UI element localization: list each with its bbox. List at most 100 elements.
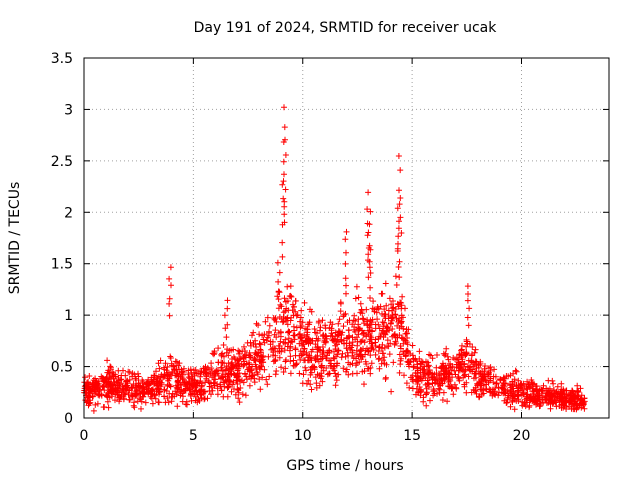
data-point [344,349,351,356]
data-point [251,379,258,386]
data-point [515,377,522,384]
data-point [396,258,403,265]
data-point [355,321,362,328]
data-point [311,363,318,370]
data-point [240,355,247,362]
data-point [431,371,438,378]
data-point [343,290,349,297]
data-point [409,372,416,379]
data-point [297,318,303,325]
data-point [295,331,302,338]
data-point [530,391,537,398]
data-point [143,380,150,387]
data-point [383,302,390,309]
data-point [266,373,273,380]
data-point [315,319,322,326]
data-point [521,399,528,406]
data-point [467,367,474,374]
data-point [285,328,292,335]
data-point [369,316,376,323]
data-point [513,368,520,375]
data-point [386,295,393,302]
data-point [394,300,401,307]
data-point [473,390,480,397]
data-point [491,366,498,373]
data-point [220,342,227,348]
data-point [167,383,174,390]
data-point [509,383,516,390]
data-point [331,363,338,369]
data-point [365,347,372,354]
data-point [328,330,335,337]
data-point [471,349,478,356]
data-point [417,386,424,393]
data-point [372,325,379,332]
data-point [297,356,304,363]
data-point [421,367,428,374]
data-point [511,376,518,383]
data-point [132,375,139,382]
data-point [245,359,252,366]
data-point [211,369,218,376]
data-point [333,377,340,384]
data-point [298,323,305,329]
data-point [288,314,295,321]
data-point [287,353,294,360]
data-point [292,352,299,359]
data-point [343,282,349,289]
data-point [168,282,174,289]
data-point [275,342,282,349]
data-point [174,379,181,385]
y-tick-label: 3.5 [51,51,73,67]
data-point [472,374,479,381]
data-point [327,357,334,364]
data-point [261,331,268,338]
data-point [398,302,405,309]
data-point [188,397,195,404]
data-point [316,347,323,353]
data-point [465,291,471,297]
data-point [226,347,233,354]
data-point [366,264,373,271]
data-point [294,312,301,318]
data-point [450,354,457,361]
data-point [481,371,487,378]
data-point [112,383,119,390]
data-point [292,297,299,304]
data-point [366,324,373,331]
data-point [470,363,477,370]
data-point [554,383,561,390]
data-point [288,293,295,300]
data-point [146,387,153,394]
data-point [104,357,111,364]
data-point [101,404,108,410]
data-point [244,376,250,383]
data-point [397,167,404,174]
data-point [464,297,471,304]
data-point [282,365,289,372]
data-point [366,258,373,265]
data-point [436,386,443,393]
data-point [223,334,230,341]
data-point [367,270,374,276]
data-point [493,381,500,387]
data-point [324,352,330,359]
data-point [157,378,163,384]
data-point [236,399,243,406]
data-point [255,322,262,329]
data-point [375,321,382,328]
data-point [280,195,287,202]
data-point [423,402,430,409]
data-point [203,369,209,376]
data-point [275,278,282,285]
data-point [256,340,263,347]
data-point [166,312,173,319]
data-point [394,322,401,329]
data-point [194,399,201,406]
data-point [279,181,286,188]
data-point [490,379,497,386]
data-point [163,388,170,394]
data-point [337,330,344,337]
data-point [284,283,291,290]
data-point [314,352,321,359]
